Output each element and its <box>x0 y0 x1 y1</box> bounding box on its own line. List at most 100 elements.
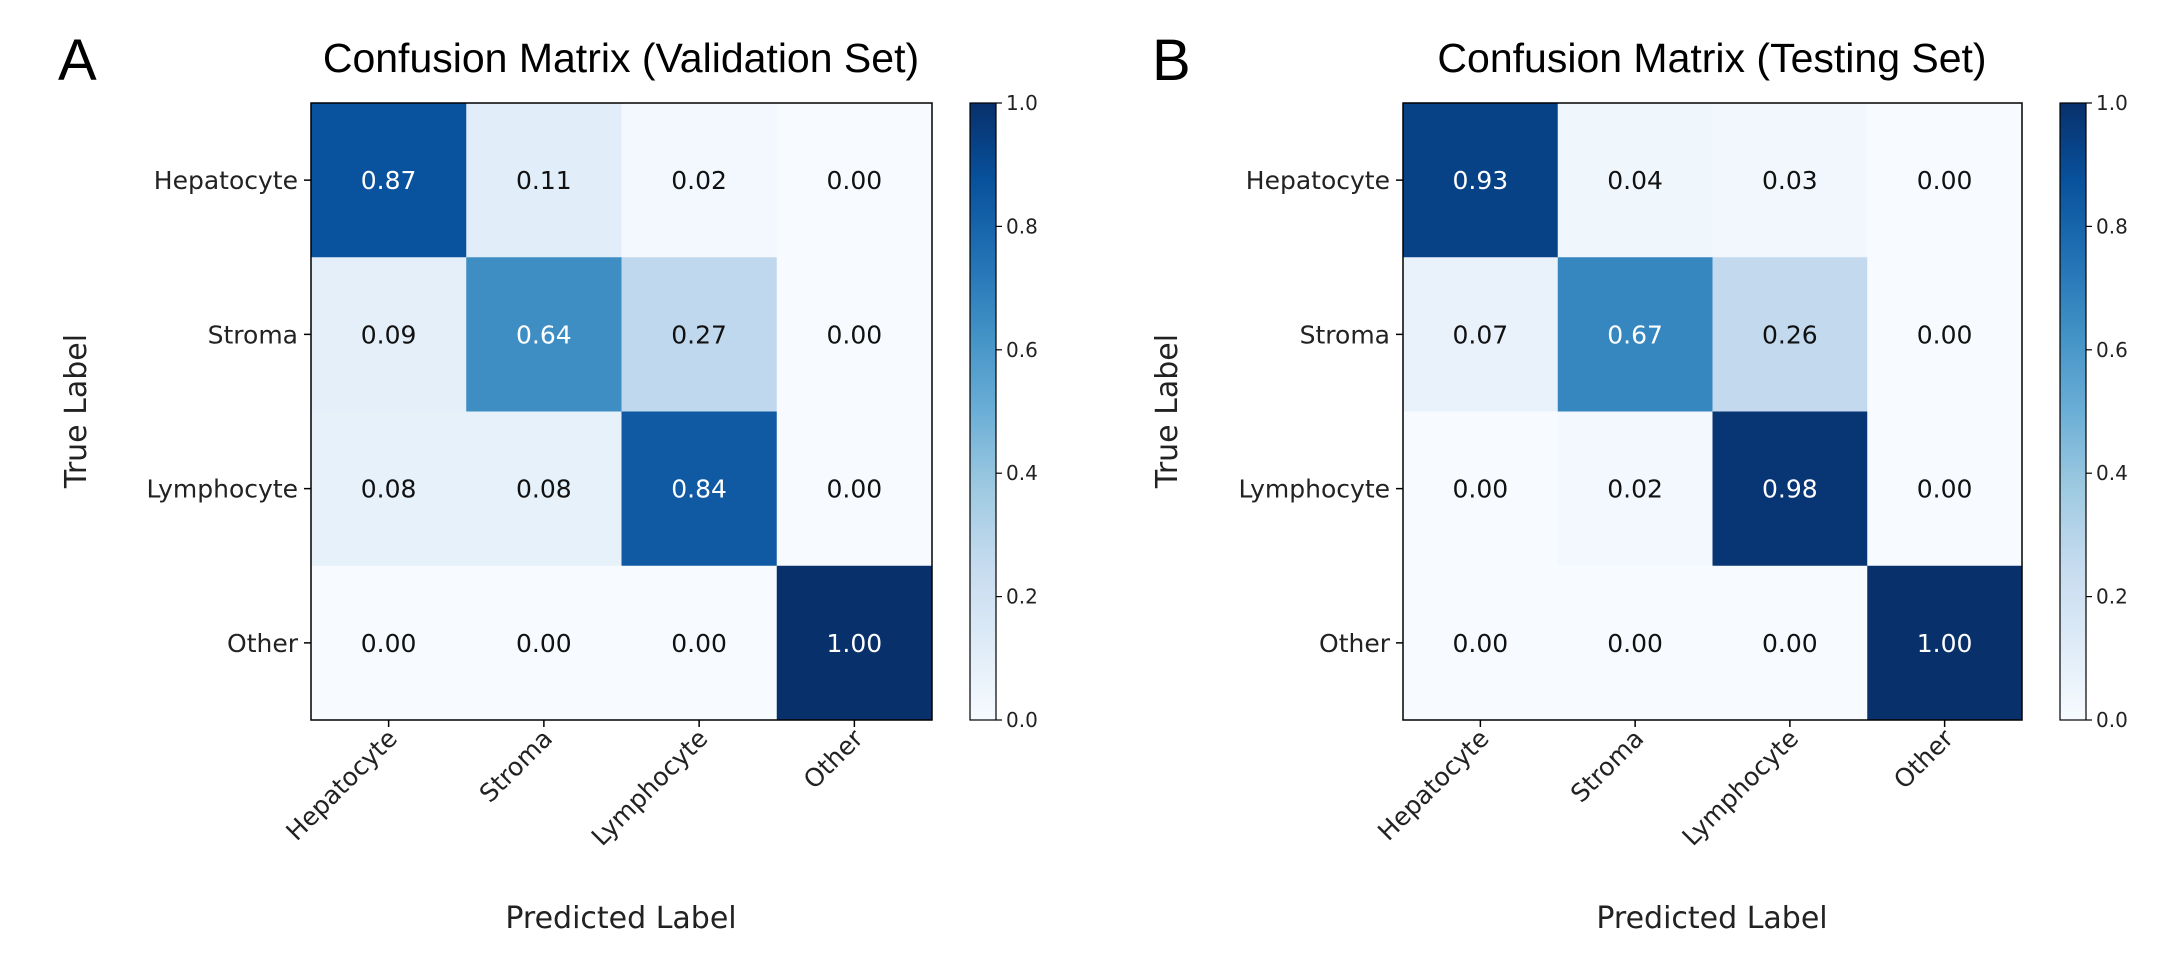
chart-title: Confusion Matrix (Validation Set) <box>323 35 919 81</box>
y-axis-label: True Label <box>59 334 94 489</box>
cell-value-label: 0.00 <box>827 475 883 504</box>
cell-value-label: 0.11 <box>516 166 572 195</box>
panel-a: A Confusion Matrix (Validation Set) 0.87… <box>58 28 1038 936</box>
x-axis-label: Predicted Label <box>505 901 736 936</box>
heatmap-cell <box>1867 411 2023 567</box>
cell-value-label: 0.00 <box>361 629 417 658</box>
cell-value-label: 0.04 <box>1607 166 1663 195</box>
colorbar-tick-label: 0.2 <box>2096 585 2128 609</box>
colorbar: 0.0 0.2 0.4 0.6 0.8 1.0 <box>969 91 1038 732</box>
cell-value-label: 0.00 <box>1607 629 1663 658</box>
cell-value-label: 0.02 <box>671 166 727 195</box>
x-axis-label: Predicted Label <box>1596 901 1827 936</box>
colorbar-gradient <box>969 102 997 721</box>
colorbar-tick-label: 0.8 <box>1006 214 1038 238</box>
cell-value-label: 0.07 <box>1453 320 1509 349</box>
heatmap-cell <box>1867 103 2023 258</box>
y-axis-label: True Label <box>1150 334 1185 489</box>
heatmap-cell <box>311 411 467 567</box>
heatmap-cell <box>1712 565 1868 721</box>
colorbar-tick-label: 0.6 <box>2096 338 2128 362</box>
x-tick-label: Stroma <box>474 724 558 808</box>
cell-value-label: 0.00 <box>1917 320 1973 349</box>
plot-frame <box>1402 102 2023 721</box>
heatmap-cell <box>466 565 622 721</box>
heatmap-cell <box>466 257 622 412</box>
heatmap-cell <box>1712 257 1868 412</box>
cell-value-label: 0.02 <box>1607 475 1663 504</box>
cell-value-label: 0.98 <box>1762 475 1818 504</box>
panel-label: B <box>1152 28 1191 93</box>
heatmap-cell <box>1403 257 1559 412</box>
cell-value-label: 0.00 <box>1762 629 1818 658</box>
cell-value-label: 0.00 <box>1453 629 1509 658</box>
colorbar-tick-label: 0.6 <box>1006 338 1038 362</box>
cell-value-label: 0.00 <box>827 166 883 195</box>
cell-value-label: 0.03 <box>1762 166 1818 195</box>
x-tick-label: Hepatocyte <box>1372 724 1494 846</box>
heatmap-cell <box>1557 257 1713 412</box>
y-tick-label: Other <box>1319 629 1391 658</box>
colorbar: 0.0 0.2 0.4 0.6 0.8 1.0 <box>2059 91 2128 732</box>
cell-value-label: 0.08 <box>516 475 572 504</box>
heatmap-cell <box>776 103 933 258</box>
colorbar-tick-label: 0.4 <box>2096 461 2128 485</box>
cell-value-label: 0.26 <box>1762 320 1818 349</box>
heatmap-cell <box>466 411 622 567</box>
heatmap-cell <box>1867 257 2023 412</box>
cell-value-label: 0.00 <box>827 320 883 349</box>
cell-value-label: 0.00 <box>671 629 727 658</box>
heatmap-cell <box>1403 103 1559 258</box>
heatmap-cell <box>1557 565 1713 721</box>
colorbar-tick-label: 1.0 <box>1006 91 1038 115</box>
colorbar-gradient <box>2059 102 2087 721</box>
heatmap-cell <box>466 103 622 258</box>
cell-value-label: 0.00 <box>516 629 572 658</box>
cell-value-label: 1.00 <box>1917 629 1973 658</box>
heatmap-cell <box>311 257 467 412</box>
heatmap-cell <box>776 411 933 567</box>
y-tick-label: Stroma <box>208 320 298 349</box>
heatmap-cell <box>621 565 778 721</box>
x-tick-label: Lymphocyte <box>586 724 714 852</box>
heatmap-cell <box>311 565 467 721</box>
x-tick-label: Other <box>1888 723 1959 794</box>
colorbar-tick-label: 0.0 <box>1006 708 1038 732</box>
cell-value-label: 0.00 <box>1917 166 1973 195</box>
cell-value-label: 1.00 <box>827 629 883 658</box>
chart-title: Confusion Matrix (Testing Set) <box>1437 35 1986 81</box>
heatmap-cell <box>1712 103 1868 258</box>
cell-value-label: 0.67 <box>1607 320 1663 349</box>
heatmap-cell <box>1557 103 1713 258</box>
x-tick-label: Lymphocyte <box>1676 724 1804 852</box>
heatmap-cell <box>776 565 933 721</box>
plot-frame <box>310 102 933 721</box>
heatmap-cell <box>621 257 778 412</box>
heatmap-cells: 0.87 0.11 0.02 0.00 0.09 0.64 0.27 0.00 0.08 0.08… <box>311 103 933 721</box>
colorbar-tick-label: 0.8 <box>2096 214 2128 238</box>
y-tick-label: Hepatocyte <box>154 166 298 195</box>
cell-value-label: 0.09 <box>361 320 417 349</box>
heatmap-cell <box>1867 565 2023 721</box>
cell-value-label: 0.87 <box>361 166 417 195</box>
heatmap-cell <box>1403 411 1559 567</box>
y-tick-label: Other <box>227 629 299 658</box>
colorbar-tick-label: 0.4 <box>1006 461 1038 485</box>
y-tick-label: Stroma <box>1300 320 1390 349</box>
heatmap-cell <box>1403 565 1559 721</box>
cell-value-label: 0.93 <box>1453 166 1509 195</box>
cell-value-label: 0.00 <box>1917 475 1973 504</box>
colorbar-tick-label: 0.2 <box>1006 585 1038 609</box>
panel-b: B Confusion Matrix (Testing Set) 0.93 0.0… <box>1150 28 2128 936</box>
heatmap-cell <box>1712 411 1868 567</box>
heatmap-cell <box>1557 411 1713 567</box>
y-tick-label: Hepatocyte <box>1246 166 1390 195</box>
y-tick-label: Lymphocyte <box>1238 475 1390 504</box>
heatmap-cell <box>621 103 778 258</box>
x-tick-label: Stroma <box>1565 724 1649 808</box>
x-tick-label: Hepatocyte <box>280 724 402 846</box>
panel-label: A <box>58 28 97 93</box>
heatmap-cells: 0.93 0.04 0.03 0.00 0.07 0.67 0.26 0.00 0.00 0.02… <box>1403 103 2023 721</box>
heatmap-cell <box>776 257 933 412</box>
